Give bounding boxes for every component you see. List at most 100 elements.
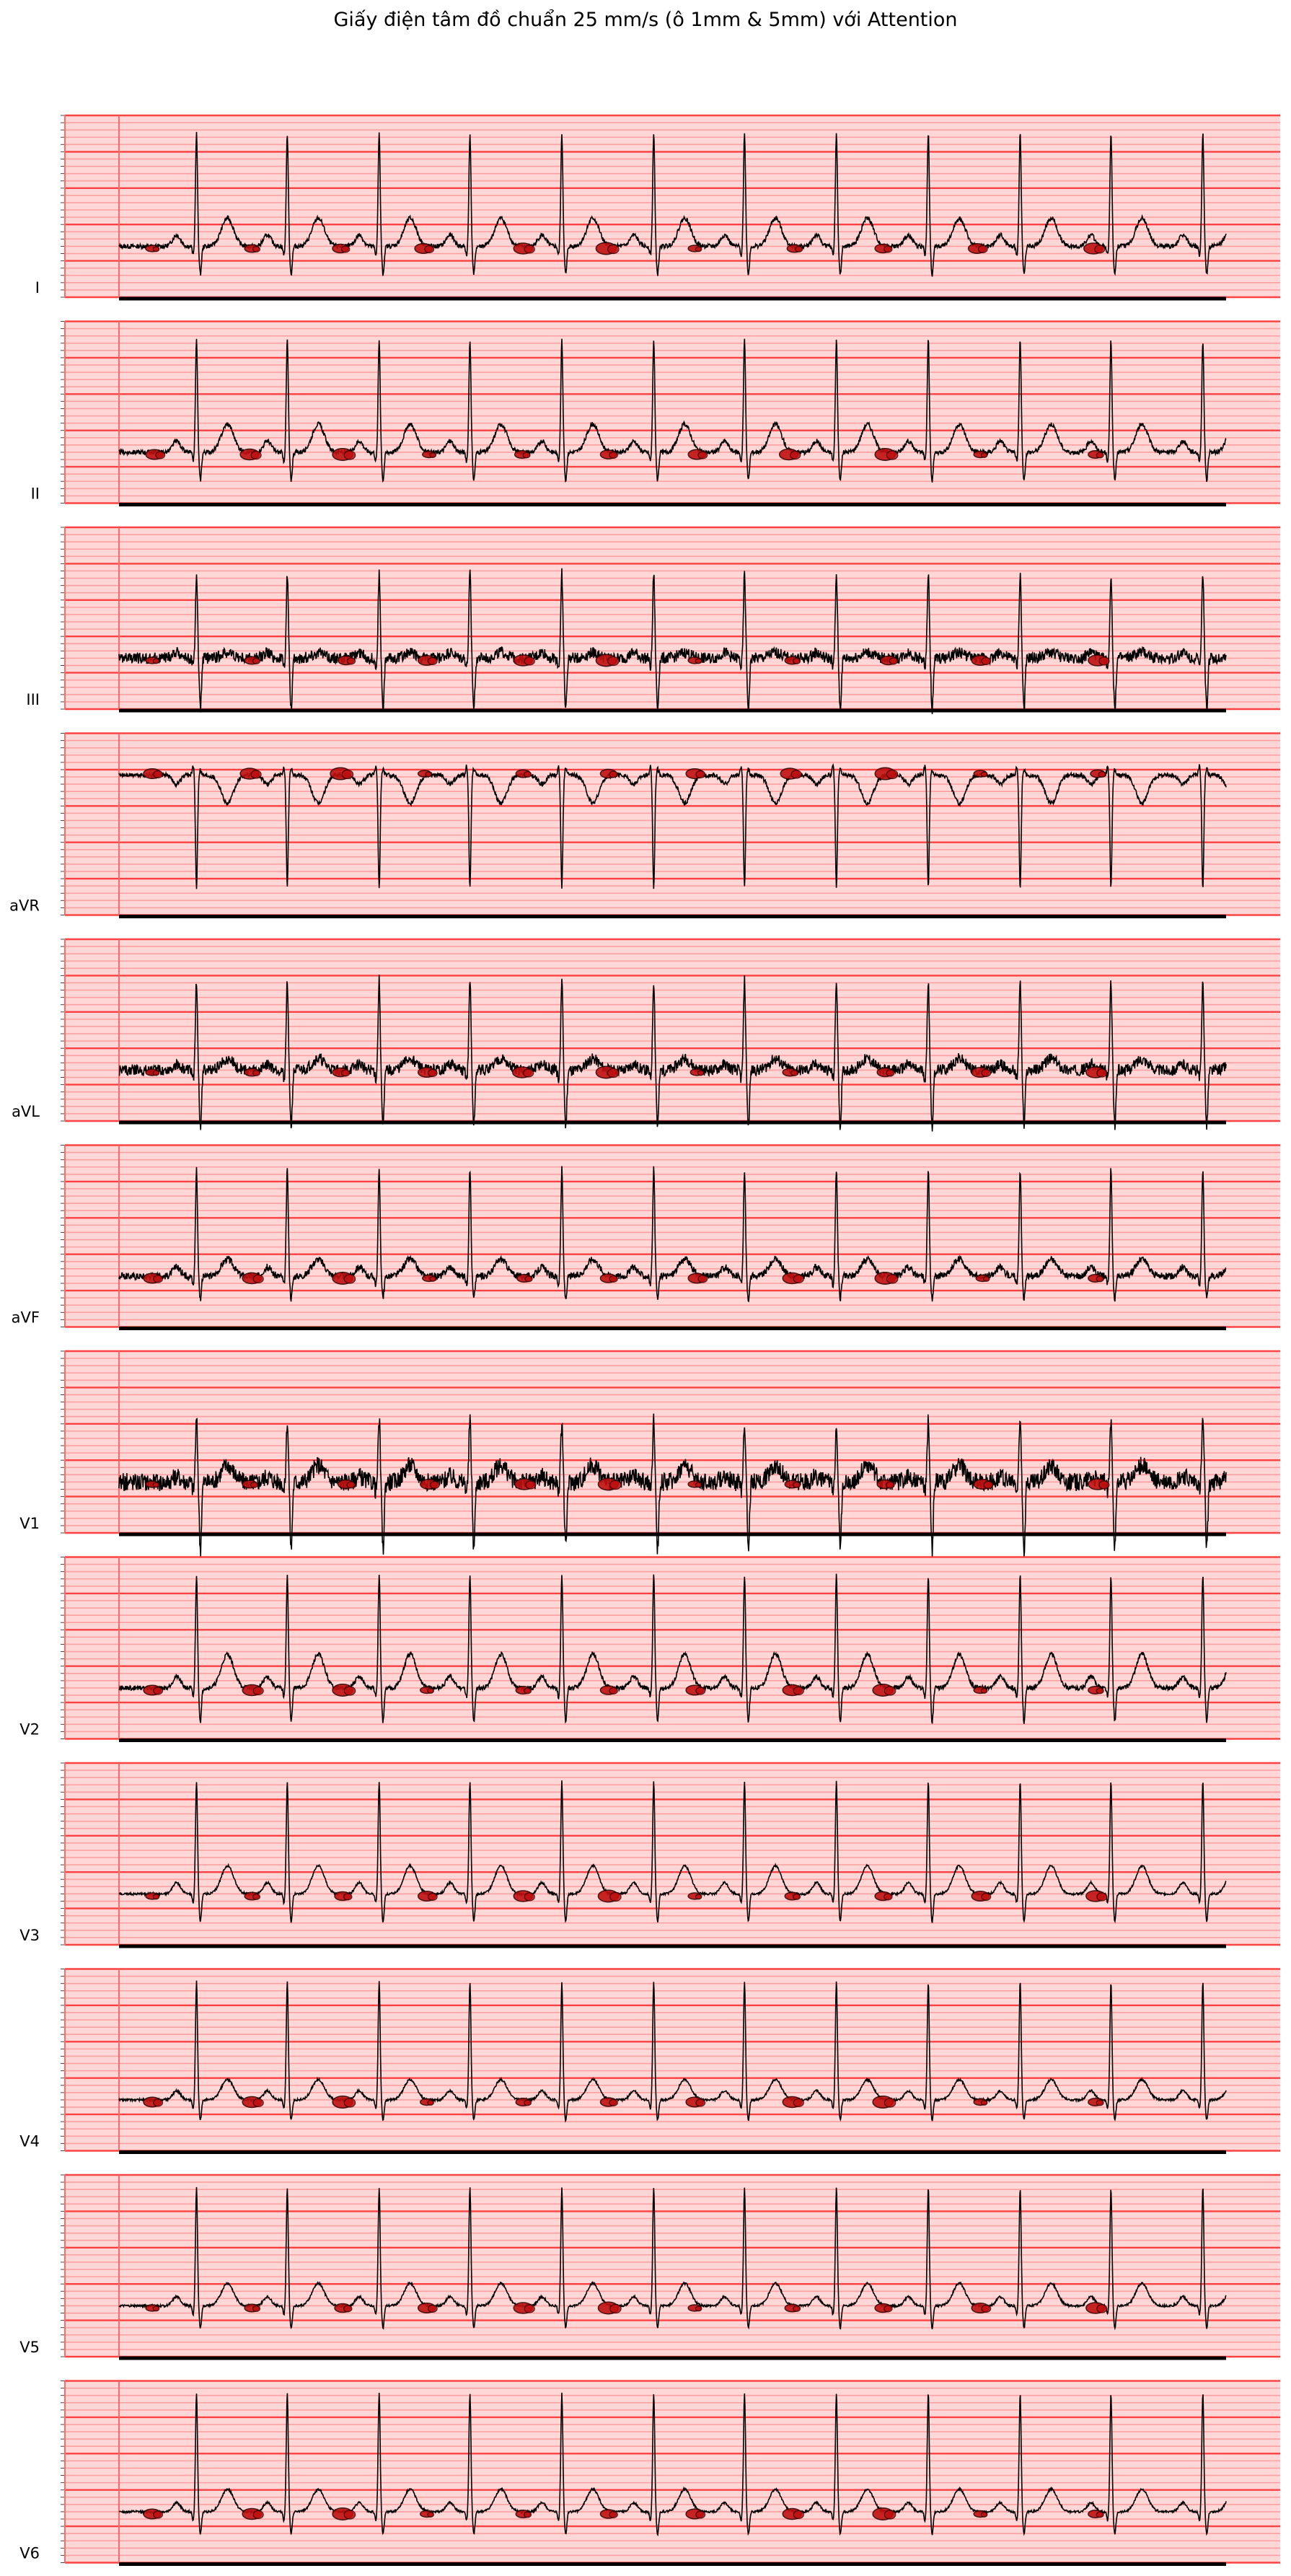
attention-marker (525, 1480, 537, 1490)
ecg-trace-V2 (118, 1573, 1227, 1724)
ecg-trace-V3 (118, 1780, 1227, 1924)
chart-title: Giấy điện tâm đồ chuẩn 25 mm/s (ô 1mm & … (333, 9, 957, 31)
attention-marker (250, 770, 262, 779)
attention-marker (346, 657, 356, 665)
attention-marker (886, 1481, 895, 1489)
attention-marker (980, 452, 988, 458)
attention-marker (695, 658, 702, 664)
attention-marker (343, 2510, 356, 2520)
attention-marker (884, 245, 893, 253)
attention-marker (424, 245, 435, 253)
attention-marker (795, 245, 803, 252)
attention-marker (252, 1893, 261, 1900)
attention-marker (695, 1687, 706, 1695)
attention-marker (981, 1068, 992, 1077)
attention-marker (982, 1276, 990, 1282)
attention-marker (524, 2511, 532, 2518)
ecg-trace-V4 (118, 1980, 1227, 2123)
attention-marker (524, 1687, 532, 1694)
lead-panel-V3: V3 (19, 1762, 1280, 1948)
attention-marker (1096, 1068, 1108, 1078)
attention-marker (343, 450, 356, 460)
ecg-paper-inner (119, 529, 1226, 708)
attention-marker (343, 1274, 356, 1284)
attention-marker (980, 1688, 988, 1694)
ecg-paper-inner (119, 1146, 1226, 1326)
lead-panel-III: III (26, 526, 1280, 714)
attention-marker (793, 1274, 804, 1284)
lead-panel-V2: V2 (19, 1556, 1280, 1742)
attention-marker (524, 245, 535, 254)
ecg-trace-aVR (118, 763, 1227, 889)
attention-marker (793, 2305, 801, 2312)
attention-marker (427, 1068, 438, 1077)
attention-marker (981, 1892, 992, 1901)
attention-marker (886, 450, 899, 460)
lead-panel-V6: V6 (19, 2380, 1280, 2566)
ecg-paper-inner (119, 117, 1226, 296)
attention-marker (429, 452, 436, 458)
attention-marker (250, 1481, 258, 1488)
ecg-trace-aVL (118, 975, 1227, 1132)
attention-marker (1094, 245, 1106, 254)
attention-marker (427, 2512, 434, 2518)
attention-marker (524, 656, 535, 666)
ecg-paper-inner (119, 1970, 1226, 2150)
attention-marker (252, 1686, 264, 1696)
attention-marker (343, 1893, 353, 1901)
attention-marker (695, 1894, 702, 1900)
attention-marker (427, 2304, 438, 2313)
attention-marker (152, 1894, 160, 1900)
attention-marker (343, 1686, 356, 1696)
attention-marker (341, 769, 354, 780)
lead-panel-V4: V4 (19, 1968, 1280, 2154)
attention-marker (152, 246, 160, 252)
ecg-paper-inner (119, 1558, 1226, 1738)
attention-marker (427, 2100, 434, 2106)
lead-label-III: III (26, 691, 40, 708)
lead-panel-I: I (35, 114, 1280, 301)
attention-marker (607, 1068, 620, 1078)
attention-marker (884, 2510, 896, 2520)
attention-marker (152, 1482, 160, 1488)
attention-marker (609, 2510, 618, 2518)
ecg-paper-inner (119, 2176, 1226, 2355)
attention-marker (607, 244, 620, 255)
ecg-trace-I (118, 131, 1227, 277)
lead-label-V6: V6 (19, 2545, 40, 2562)
attention-marker (793, 657, 801, 664)
attention-marker (1098, 656, 1110, 666)
attention-marker (153, 770, 164, 779)
attention-marker (980, 2100, 988, 2106)
attention-marker (884, 1893, 893, 1901)
attention-marker (346, 1481, 356, 1489)
attention-marker (427, 1892, 438, 1901)
lead-label-aVR: aVR (9, 897, 40, 915)
attention-marker (886, 769, 899, 780)
lead-panel-aVL: aVL (12, 938, 1280, 1132)
attention-marker (1098, 1480, 1110, 1490)
attention-marker (155, 451, 166, 460)
ecg-trace-III (118, 568, 1227, 714)
attention-marker (697, 1275, 708, 1283)
attention-marker (793, 1481, 801, 1488)
attention-marker (790, 770, 802, 779)
attention-marker (609, 2303, 622, 2314)
attention-marker (609, 1275, 618, 1283)
attention-marker (524, 2304, 535, 2313)
lead-label-aVF: aVF (12, 1309, 40, 1327)
attention-marker (1096, 1275, 1104, 1283)
attention-marker (695, 2305, 702, 2312)
attention-marker (695, 246, 702, 252)
ecg-paper-inner (119, 2382, 1226, 2562)
attention-marker (980, 771, 988, 778)
attention-marker (889, 657, 899, 665)
lead-panel-II: II (31, 320, 1280, 506)
ecg-trace-V6 (118, 2392, 1227, 2537)
attention-marker (524, 1892, 535, 1902)
lead-label-V2: V2 (19, 1721, 40, 1738)
ecg-trace-II (118, 338, 1227, 483)
attention-marker (790, 450, 801, 460)
attention-marker (1096, 2099, 1104, 2106)
attention-marker (886, 1069, 895, 1077)
